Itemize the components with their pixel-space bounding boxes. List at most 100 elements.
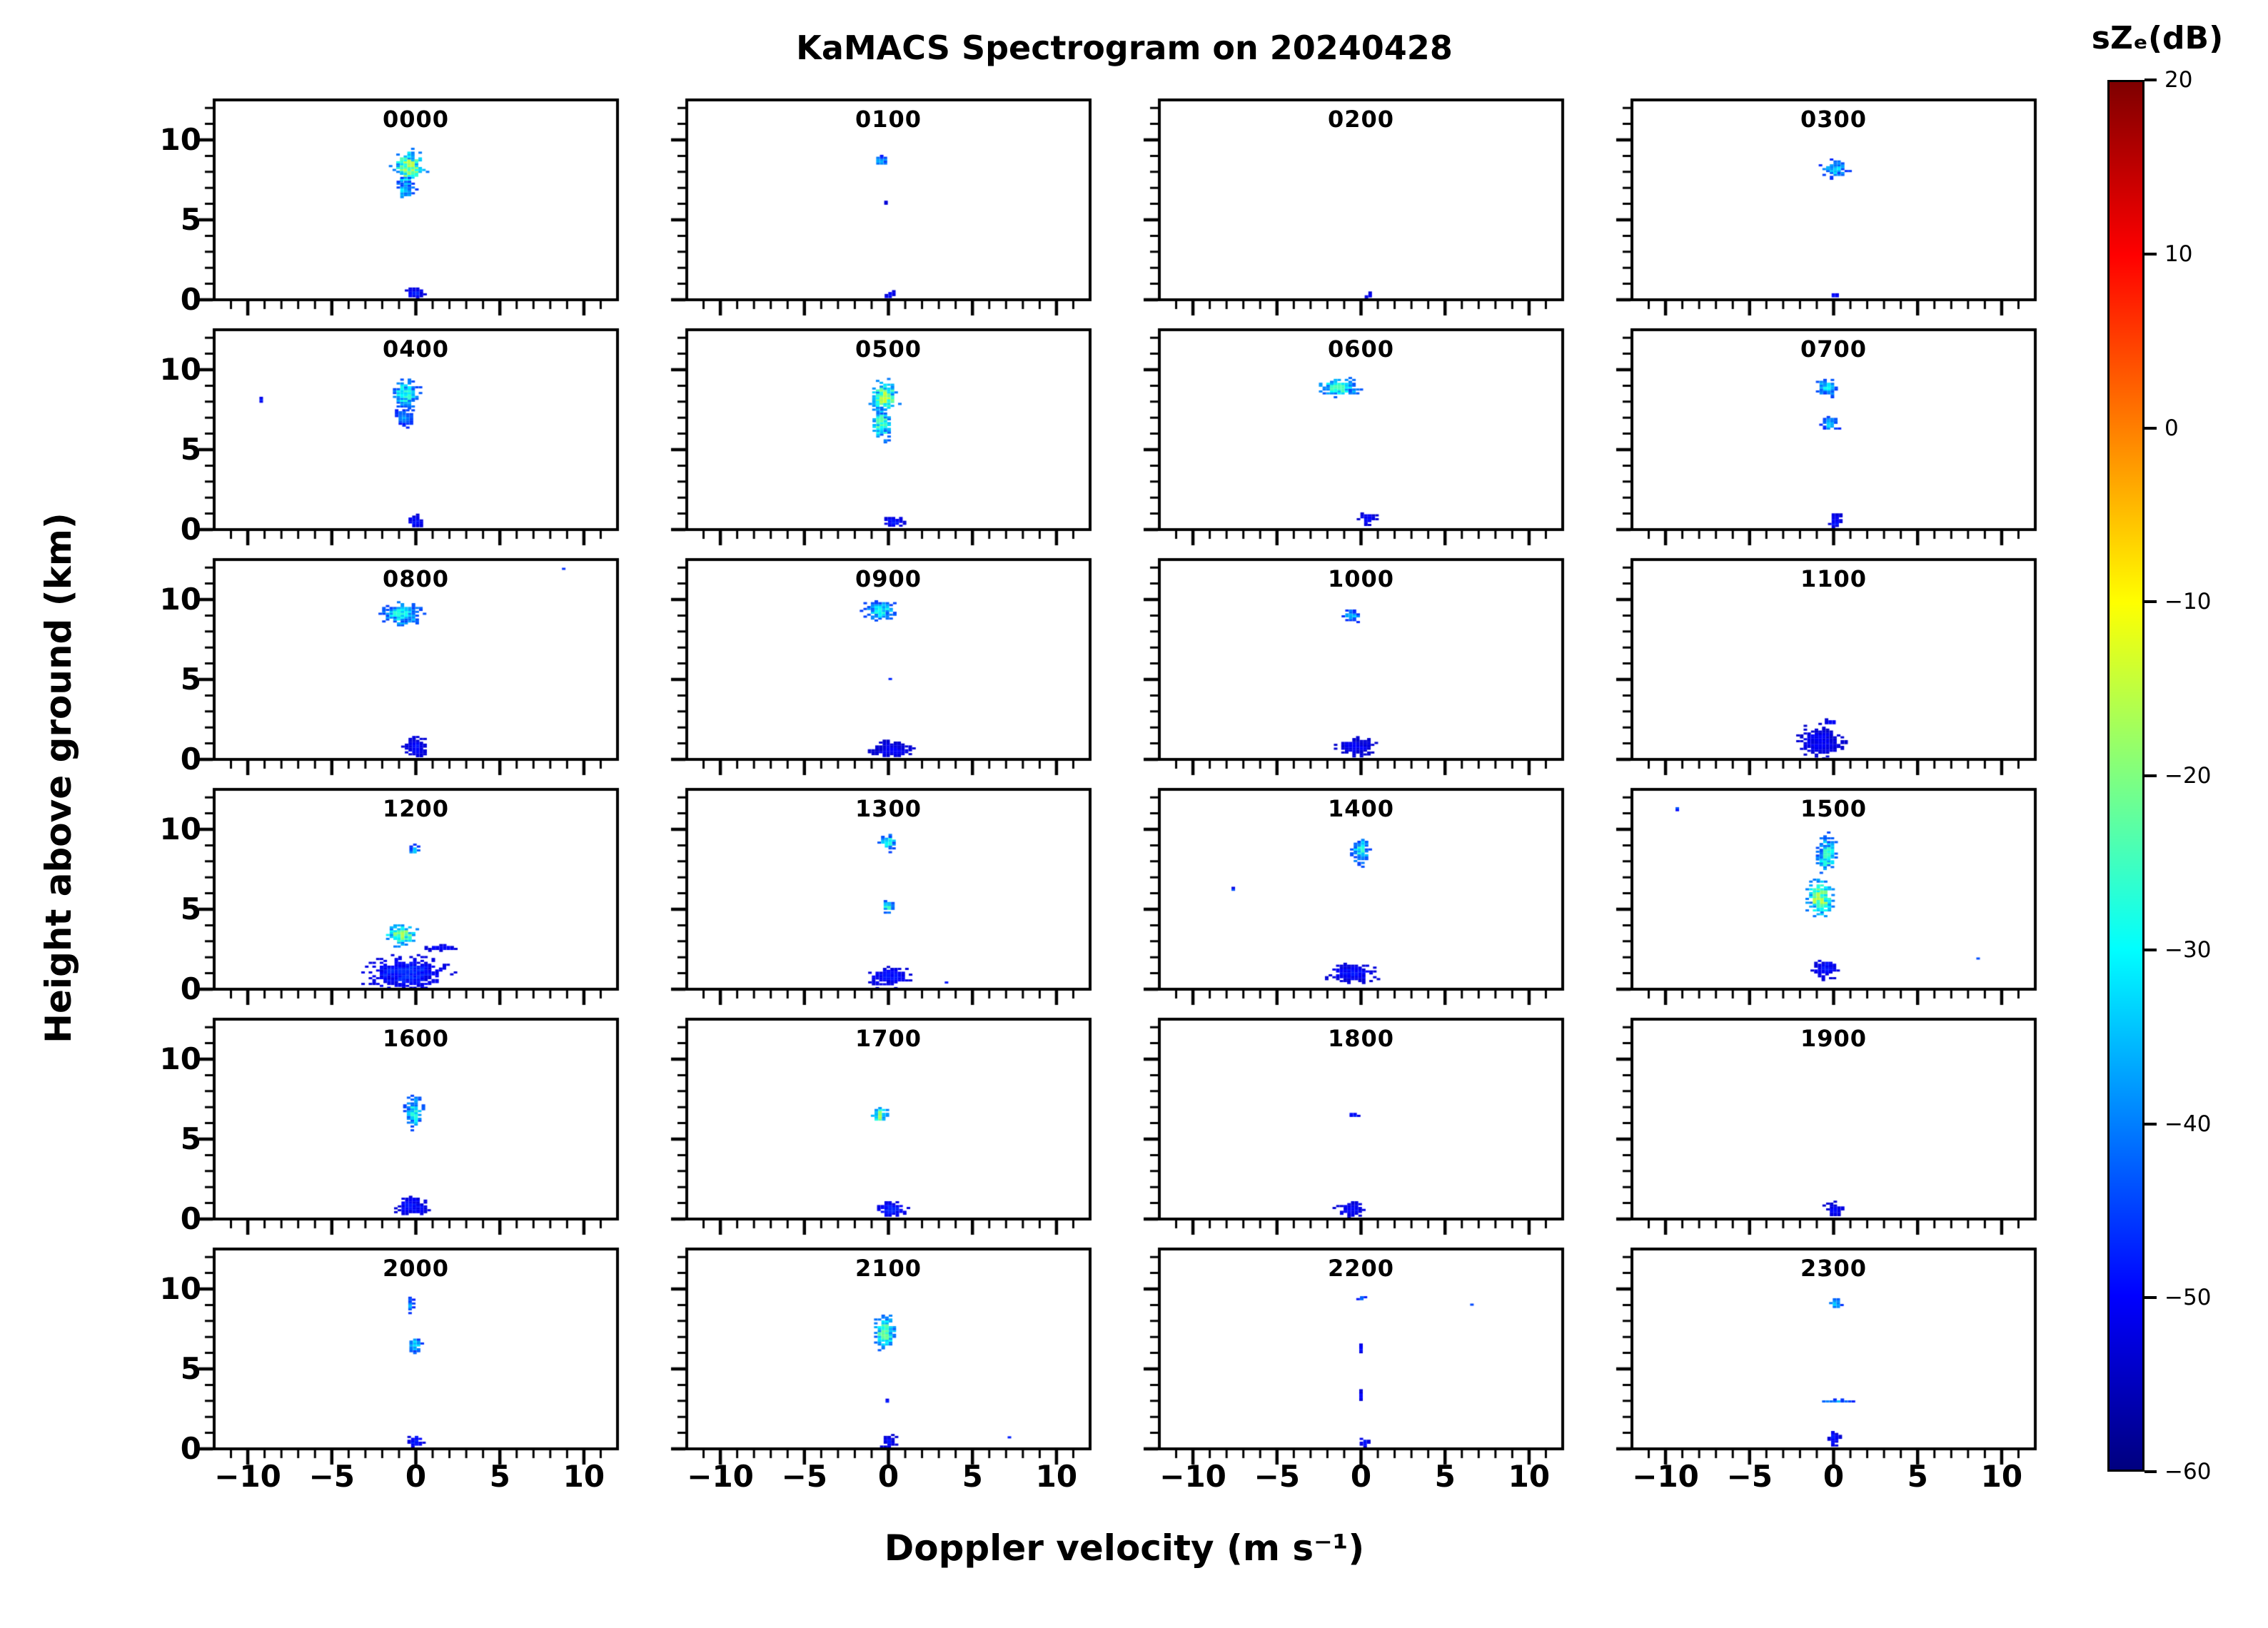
spectrogram-panel-0400: 0400 10 5 0	[160, 305, 642, 554]
x-tick-label: 0	[1823, 1459, 1845, 1494]
spectrogram-canvas	[190, 535, 642, 784]
colorbar-tick-label: −50	[2164, 1285, 2212, 1311]
y-tick-label: 5	[180, 432, 201, 467]
spectrogram-canvas	[190, 995, 642, 1243]
x-tick-label: 5	[1434, 1459, 1456, 1494]
y-tick-label: 5	[180, 662, 201, 697]
panel-time-label: 1100	[1800, 565, 1868, 592]
y-tick-label: 10	[159, 1041, 201, 1076]
x-tick-label: 10	[563, 1459, 605, 1494]
spectrogram-panel-1200: 1200 10 5 0	[160, 765, 642, 1013]
panel-grid: 0000 10 5 0 0100 0200 0300 0400 10 5 0 0500 0600 0700…	[160, 76, 2060, 1492]
x-tick-label: 5	[1907, 1459, 1928, 1494]
colorbar-tick-mark	[2144, 426, 2157, 430]
spectrogram-canvas	[1135, 305, 1587, 554]
panel-time-label: 1300	[855, 795, 922, 822]
spectrogram-canvas	[1608, 305, 2060, 554]
spectrogram-canvas	[662, 1225, 1114, 1473]
spectrogram-canvas	[190, 765, 642, 1013]
spectrogram-canvas	[1135, 535, 1587, 784]
colorbar-tick-label: −60	[2164, 1459, 2212, 1485]
colorbar-tick-label: −20	[2164, 763, 2212, 789]
colorbar-label: sZₑ(dB)	[2091, 20, 2224, 56]
panel-time-label: 2300	[1800, 1255, 1868, 1282]
colorbar-tick-label: −40	[2164, 1111, 2212, 1137]
y-tick-label: 10	[159, 122, 201, 157]
chart-title: KaMACS Spectrogram on 20240428	[796, 29, 1453, 67]
spectrogram-panel-0500: 0500	[662, 305, 1114, 554]
spectrogram-panel-0800: 0800 10 5 0	[160, 535, 642, 784]
spectrogram-canvas	[1135, 995, 1587, 1243]
panel-time-label: 0900	[855, 565, 922, 592]
colorbar-tick-mark	[2144, 252, 2157, 256]
x-tick-label: 0	[405, 1459, 427, 1494]
colorbar-tick-label: 20	[2164, 67, 2193, 93]
x-axis-label: Doppler velocity (m s⁻¹)	[884, 1527, 1365, 1569]
spectrogram-panel-1300: 1300	[662, 765, 1114, 1013]
y-tick-label: 5	[180, 891, 201, 926]
y-tick-label: 5	[180, 202, 201, 237]
panel-time-label: 2000	[382, 1255, 450, 1282]
x-tick-label: −5	[1254, 1459, 1300, 1494]
colorbar-tick-label: 10	[2164, 241, 2193, 267]
spectrogram-panel-1900: 1900	[1608, 995, 2060, 1243]
y-tick-label: 5	[180, 1121, 201, 1156]
spectrogram-panel-1500: 1500	[1608, 765, 2060, 1013]
panel-time-label: 1500	[1800, 795, 1868, 822]
spectrogram-canvas	[662, 305, 1114, 554]
x-tick-label: 5	[489, 1459, 510, 1494]
panel-time-label: 1700	[855, 1025, 922, 1052]
spectrogram-canvas	[1135, 765, 1587, 1013]
spectrogram-canvas	[1608, 76, 2060, 324]
spectrogram-panel-1700: 1700	[662, 995, 1114, 1243]
colorbar-tick-label: −10	[2164, 589, 2212, 615]
panel-time-label: 1900	[1800, 1025, 1868, 1052]
spectrogram-panel-2300: 2300 −10 −5 0 5 10	[1608, 1225, 2060, 1492]
y-tick-label: 10	[159, 1271, 201, 1306]
spectrogram-canvas	[662, 765, 1114, 1013]
panel-time-label: 0500	[855, 335, 922, 363]
x-tick-label: 10	[1508, 1459, 1551, 1494]
spectrogram-panel-0300: 0300	[1608, 76, 2060, 324]
panel-time-label: 2200	[1327, 1255, 1395, 1282]
spectrogram-canvas	[1135, 76, 1587, 324]
x-tick-label: −5	[1726, 1459, 1773, 1494]
x-tick-label: 5	[962, 1459, 983, 1494]
x-tick-label: −10	[687, 1459, 754, 1494]
x-tick-label: −10	[214, 1459, 281, 1494]
spectrogram-canvas	[1608, 1225, 2060, 1473]
x-tick-label: −5	[308, 1459, 355, 1494]
spectrogram-canvas	[190, 76, 642, 324]
colorbar-tick-mark	[2144, 1296, 2157, 1300]
spectrogram-canvas	[190, 1225, 642, 1473]
spectrogram-panel-1800: 1800	[1135, 995, 1587, 1243]
panel-time-label: 0200	[1327, 106, 1395, 133]
panel-time-label: 1000	[1327, 565, 1395, 592]
spectrogram-panel-1100: 1100	[1608, 535, 2060, 784]
panel-time-label: 0700	[1800, 335, 1868, 363]
colorbar-tick-mark	[2144, 1470, 2157, 1473]
panel-time-label: 2100	[855, 1255, 922, 1282]
colorbar-tick-mark	[2144, 600, 2157, 604]
spectrogram-panel-0900: 0900	[662, 535, 1114, 784]
colorbar-tick-label: 0	[2164, 415, 2179, 441]
colorbar-tick-mark	[2144, 1122, 2157, 1126]
spectrogram-panel-0600: 0600	[1135, 305, 1587, 554]
spectrogram-panel-0100: 0100	[662, 76, 1114, 324]
x-tick-label: 0	[1350, 1459, 1372, 1494]
spectrogram-canvas	[1135, 1225, 1587, 1473]
spectrogram-panel-1600: 1600 10 5 0	[160, 995, 642, 1243]
x-tick-label: −10	[1159, 1459, 1226, 1494]
panel-time-label: 1200	[382, 795, 450, 822]
y-tick-label: 10	[159, 352, 201, 387]
spectrogram-canvas	[662, 535, 1114, 784]
spectrogram-canvas	[1608, 995, 2060, 1243]
y-axis-label: Height above ground (km)	[38, 512, 79, 1043]
panel-time-label: 0100	[855, 106, 922, 133]
colorbar-tick-mark	[2144, 948, 2157, 951]
colorbar-tick-label: −30	[2164, 936, 2212, 963]
panel-time-label: 0800	[382, 565, 450, 592]
spectrogram-panel-1400: 1400	[1135, 765, 1587, 1013]
panel-time-label: 0000	[382, 106, 450, 133]
